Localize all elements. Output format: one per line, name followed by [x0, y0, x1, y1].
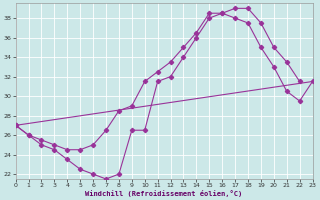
- X-axis label: Windchill (Refroidissement éolien,°C): Windchill (Refroidissement éolien,°C): [85, 190, 243, 197]
